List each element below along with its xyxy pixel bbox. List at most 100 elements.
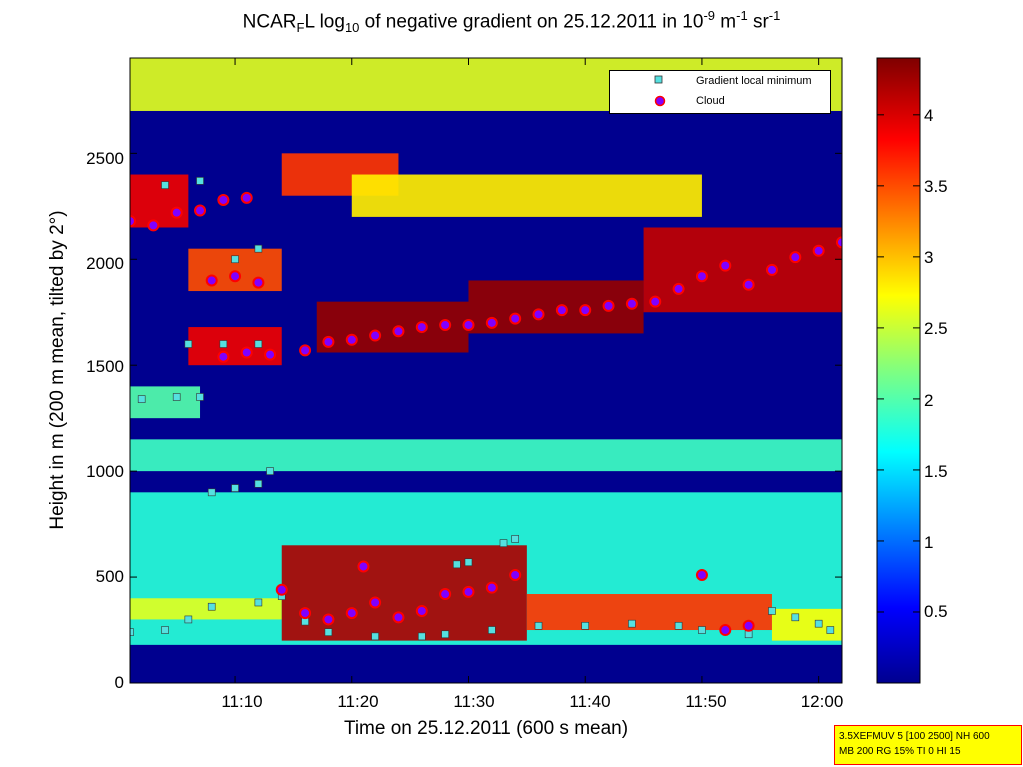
info-line: MB 200 RG 15% TI 0 HI 15 xyxy=(839,746,961,757)
cloud-point xyxy=(789,251,802,264)
heatmap-band xyxy=(526,594,772,631)
y-tick-label: 2500 xyxy=(86,149,124,168)
gradient-minimum-point xyxy=(791,613,800,622)
gradient-minimum-point xyxy=(161,626,169,634)
colorbar-tick-label: 4 xyxy=(924,106,934,125)
cloud-point xyxy=(345,607,358,620)
y-tick-label: 1000 xyxy=(86,462,124,481)
cloud-point xyxy=(649,295,662,308)
gradient-minimum-point xyxy=(266,467,274,475)
gradient-minimum-point xyxy=(674,621,683,630)
gradient-minimum-point xyxy=(254,244,263,253)
y-tick-label: 0 xyxy=(114,673,124,692)
heatmap-band xyxy=(351,174,702,217)
legend-label: Gradient local minimum xyxy=(696,75,812,87)
heatmap-band xyxy=(281,545,527,641)
cloud-point xyxy=(672,282,685,295)
cloud-point xyxy=(345,333,358,346)
x-tick-label: 11:20 xyxy=(337,692,379,711)
cloud-point xyxy=(392,325,405,338)
cloud-point xyxy=(275,583,288,596)
gradient-minimum-point xyxy=(207,488,216,497)
gradient-minimum-point xyxy=(499,539,508,547)
y-tick-label: 500 xyxy=(95,567,124,586)
x-tick-label: 11:10 xyxy=(221,692,263,711)
cloud-point xyxy=(299,344,312,357)
gradient-minimum-point xyxy=(744,630,753,639)
cloud-point xyxy=(462,585,475,598)
cloud-point xyxy=(602,299,615,312)
gradient-minimum-point xyxy=(172,393,181,401)
gradient-minimum-point xyxy=(161,181,169,189)
gradient-minimum-point xyxy=(698,626,706,634)
gradient-minimum-point xyxy=(324,628,333,636)
gradient-minimum-point xyxy=(418,632,426,641)
cloud-point xyxy=(217,193,230,206)
gradient-minimum-point xyxy=(511,535,519,543)
heatmap-band xyxy=(130,174,189,228)
cloud-point xyxy=(765,263,778,276)
gradient-minimum-point xyxy=(453,560,461,569)
heatmap-band xyxy=(771,608,842,641)
cloud-point xyxy=(357,560,370,573)
x-tick-label: 11:30 xyxy=(453,692,495,711)
gradient-minimum-point xyxy=(301,617,309,626)
cloud-point xyxy=(369,596,382,609)
cloud-point xyxy=(812,244,825,257)
cloud-point xyxy=(509,568,522,581)
gradient-minimum-point xyxy=(768,607,776,615)
cloud-point xyxy=(147,219,160,232)
heatmap-band xyxy=(130,598,282,620)
legend: Gradient local minimum Cloud xyxy=(609,70,831,114)
gradient-minimum-point xyxy=(231,255,239,264)
cloud-point xyxy=(485,581,498,594)
gradient-minimum-point xyxy=(581,621,590,630)
cloud-point xyxy=(252,276,265,289)
gradient-minimum-point xyxy=(254,340,263,348)
info-box: 3.5XEFMUV 5 [100 2500] NH 600 MB 200 RG … xyxy=(834,725,1022,765)
y-tick-label: 2000 xyxy=(86,254,124,273)
x-axis-label: Time on 25.12.2011 (600 s mean) xyxy=(343,718,629,739)
cloud-point xyxy=(264,348,277,361)
gradient-minimum-point xyxy=(137,395,146,403)
colorbar-tick-label: 2.5 xyxy=(924,319,948,338)
heatmap-band xyxy=(130,439,842,472)
cloud-point xyxy=(415,321,428,334)
cloud-point xyxy=(217,350,230,363)
legend-item-gradient: Gradient local minimum xyxy=(610,73,830,91)
cloud-point xyxy=(625,297,638,310)
gradient-minimum-point xyxy=(219,340,228,348)
gradient-minimum-point xyxy=(231,484,239,492)
cloud-point xyxy=(719,624,732,637)
cloud-point xyxy=(555,304,568,317)
gradient-minimum-point xyxy=(826,626,835,634)
heatmap-band xyxy=(643,227,842,313)
gradient-minimum-point xyxy=(184,340,193,348)
circle-marker-icon xyxy=(654,95,666,107)
cloud-point xyxy=(170,206,183,219)
cloud-point xyxy=(415,604,428,617)
colorbar-tick-label: 0.5 xyxy=(924,602,948,621)
colorbar-tick-label: 3.5 xyxy=(924,177,948,196)
x-tick-label: 11:40 xyxy=(569,692,611,711)
cloud-point xyxy=(579,304,592,317)
cloud-point xyxy=(742,278,755,291)
cloud-point xyxy=(439,318,452,331)
gradient-minimum-point xyxy=(464,558,473,567)
plot-frame xyxy=(129,57,843,684)
x-tick-label: 12:00 xyxy=(800,692,844,711)
cloud-point xyxy=(194,204,207,217)
cloud-point xyxy=(509,312,522,325)
gradient-minimum-point xyxy=(196,177,204,185)
cloud-point xyxy=(322,335,335,348)
gradient-minimum-point xyxy=(207,602,216,611)
y-tick-label: 1500 xyxy=(86,357,124,376)
gradient-minimum-point xyxy=(534,621,543,630)
square-marker-icon xyxy=(654,75,663,84)
gradient-minimum-point xyxy=(196,393,204,401)
cloud-point xyxy=(695,270,708,283)
gradient-minimum-point xyxy=(254,598,263,607)
cloud-point xyxy=(322,613,335,626)
gradient-minimum-point xyxy=(628,619,636,628)
